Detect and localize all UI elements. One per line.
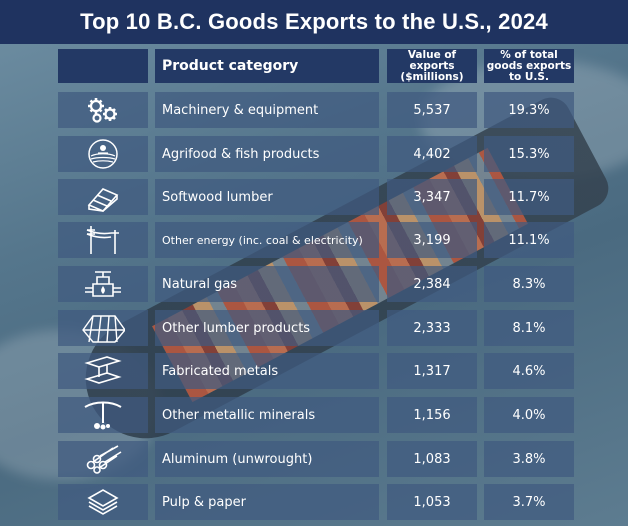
header-category: Product category xyxy=(155,49,379,83)
table-row-value: 3,347 xyxy=(387,179,477,215)
table-row-category: Natural gas xyxy=(155,266,379,302)
table-row-category: Other metallic minerals xyxy=(155,397,379,433)
pickaxe-icon xyxy=(81,399,125,431)
table-row-value: 1,083 xyxy=(387,441,477,477)
table-row-category: Agrifood & fish products xyxy=(155,136,379,172)
header-value: Value of exports ($millions) xyxy=(387,49,477,83)
table-row-icon-cell xyxy=(58,310,148,346)
farm-icon xyxy=(81,138,125,170)
table-row-percent: 4.6% xyxy=(484,353,574,389)
gas-valve-icon xyxy=(81,268,125,300)
aluminum-pipes-icon xyxy=(81,443,125,475)
table-row-percent: 15.3% xyxy=(484,136,574,172)
table-row-percent: 19.3% xyxy=(484,92,574,128)
table-row-value: 4,402 xyxy=(387,136,477,172)
table-row-value: 1,317 xyxy=(387,353,477,389)
table-row-value: 3,199 xyxy=(387,222,477,258)
table-row-category: Fabricated metals xyxy=(155,353,379,389)
table-row-value: 1,053 xyxy=(387,484,477,520)
table-row-category: Other energy (inc. coal & electricity) xyxy=(155,222,379,258)
table-row-icon-cell xyxy=(58,179,148,215)
table-row-icon-cell xyxy=(58,441,148,477)
page-title: Top 10 B.C. Goods Exports to the U.S., 2… xyxy=(0,0,628,44)
table-row-icon-cell xyxy=(58,92,148,128)
wood-planks-icon xyxy=(81,312,125,344)
table-row-category: Aluminum (unwrought) xyxy=(155,441,379,477)
table-row-icon-cell xyxy=(58,353,148,389)
table-row-value: 2,384 xyxy=(387,266,477,302)
table-row-icon-cell xyxy=(58,484,148,520)
table-row-percent: 11.1% xyxy=(484,222,574,258)
table-row-category: Pulp & paper xyxy=(155,484,379,520)
table-row-icon-cell xyxy=(58,266,148,302)
table-row-icon-cell xyxy=(58,136,148,172)
table-row-percent: 8.1% xyxy=(484,310,574,346)
table-row-category: Other lumber products xyxy=(155,310,379,346)
header-icon-cell xyxy=(58,49,148,83)
table-row-percent: 3.8% xyxy=(484,441,574,477)
table-row-category: Softwood lumber xyxy=(155,179,379,215)
table-row-percent: 4.0% xyxy=(484,397,574,433)
table-row-value: 5,537 xyxy=(387,92,477,128)
power-lines-icon xyxy=(81,224,125,256)
table-row-category: Machinery & equipment xyxy=(155,92,379,128)
table-row-icon-cell xyxy=(58,397,148,433)
table-row-percent: 11.7% xyxy=(484,179,574,215)
table-row-percent: 3.7% xyxy=(484,484,574,520)
lumber-icon xyxy=(81,181,125,213)
table-row-value: 2,333 xyxy=(387,310,477,346)
table-row-percent: 8.3% xyxy=(484,266,574,302)
gears-icon xyxy=(81,94,125,126)
paper-stack-icon xyxy=(81,486,125,518)
steel-beam-icon xyxy=(81,355,125,387)
table-row-icon-cell xyxy=(58,222,148,258)
table-row-value: 1,156 xyxy=(387,397,477,433)
header-percent: % of total goods exports to U.S. xyxy=(484,49,574,83)
